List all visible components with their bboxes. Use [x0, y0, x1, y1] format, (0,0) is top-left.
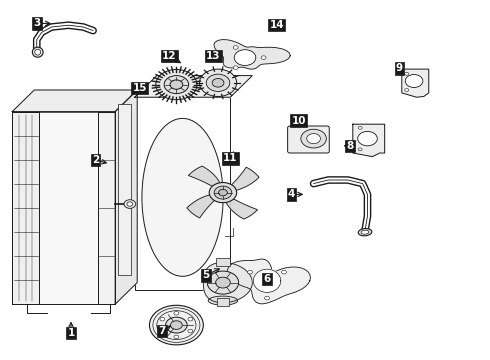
- Text: 4: 4: [288, 189, 295, 199]
- Ellipse shape: [35, 49, 41, 55]
- Circle shape: [127, 202, 133, 206]
- Circle shape: [358, 126, 362, 129]
- Circle shape: [156, 69, 197, 100]
- Bar: [216, 258, 230, 266]
- Circle shape: [405, 72, 409, 75]
- Circle shape: [166, 317, 187, 333]
- Circle shape: [301, 129, 326, 148]
- Polygon shape: [224, 197, 257, 219]
- Circle shape: [209, 183, 237, 203]
- Circle shape: [233, 46, 238, 49]
- Ellipse shape: [358, 229, 372, 236]
- Text: 13: 13: [206, 51, 220, 61]
- Circle shape: [247, 270, 252, 274]
- Polygon shape: [189, 166, 221, 188]
- Circle shape: [212, 78, 224, 87]
- Polygon shape: [229, 167, 259, 192]
- Circle shape: [199, 69, 237, 96]
- Bar: [12, 112, 115, 304]
- Text: 5: 5: [202, 270, 209, 280]
- Circle shape: [307, 134, 320, 144]
- Text: 3: 3: [33, 18, 40, 28]
- Text: 6: 6: [264, 274, 270, 284]
- Circle shape: [160, 329, 165, 333]
- Text: 14: 14: [270, 20, 284, 30]
- Polygon shape: [187, 194, 217, 218]
- Text: 7: 7: [158, 326, 166, 336]
- Ellipse shape: [142, 118, 223, 276]
- Polygon shape: [115, 90, 137, 304]
- Circle shape: [171, 321, 182, 329]
- Circle shape: [214, 186, 232, 199]
- Bar: [118, 104, 131, 275]
- Circle shape: [207, 271, 239, 294]
- Circle shape: [160, 318, 165, 321]
- Circle shape: [170, 80, 183, 89]
- Circle shape: [219, 189, 227, 196]
- Bar: [135, 97, 230, 290]
- Text: 8: 8: [347, 141, 354, 151]
- Circle shape: [124, 200, 136, 208]
- Circle shape: [174, 335, 179, 339]
- Polygon shape: [402, 69, 429, 97]
- Text: 15: 15: [132, 83, 147, 93]
- Text: 11: 11: [223, 153, 238, 163]
- Ellipse shape: [361, 230, 369, 234]
- Bar: [98, 112, 115, 304]
- Polygon shape: [12, 90, 137, 112]
- Circle shape: [149, 305, 203, 345]
- Circle shape: [164, 76, 189, 94]
- Circle shape: [358, 131, 377, 146]
- Polygon shape: [353, 124, 385, 157]
- Circle shape: [405, 89, 409, 91]
- Circle shape: [282, 270, 287, 274]
- Ellipse shape: [208, 296, 238, 305]
- Polygon shape: [135, 76, 252, 97]
- Bar: [12, 112, 39, 304]
- Text: 9: 9: [396, 63, 403, 73]
- Circle shape: [206, 74, 230, 91]
- Circle shape: [265, 296, 270, 300]
- Polygon shape: [214, 40, 290, 69]
- Polygon shape: [253, 269, 281, 292]
- Ellipse shape: [32, 47, 43, 57]
- Circle shape: [216, 277, 230, 288]
- Circle shape: [405, 75, 423, 87]
- Circle shape: [233, 66, 238, 69]
- Polygon shape: [227, 259, 311, 304]
- Text: 2: 2: [92, 155, 99, 165]
- Circle shape: [174, 311, 179, 315]
- Text: 10: 10: [292, 116, 306, 126]
- Circle shape: [261, 56, 266, 59]
- FancyBboxPatch shape: [288, 126, 329, 153]
- Bar: [217, 298, 229, 306]
- Text: 1: 1: [68, 328, 74, 338]
- Text: 12: 12: [162, 51, 176, 61]
- Circle shape: [358, 148, 362, 151]
- Circle shape: [188, 318, 193, 321]
- Circle shape: [234, 50, 256, 66]
- Polygon shape: [203, 262, 252, 303]
- Circle shape: [188, 329, 193, 333]
